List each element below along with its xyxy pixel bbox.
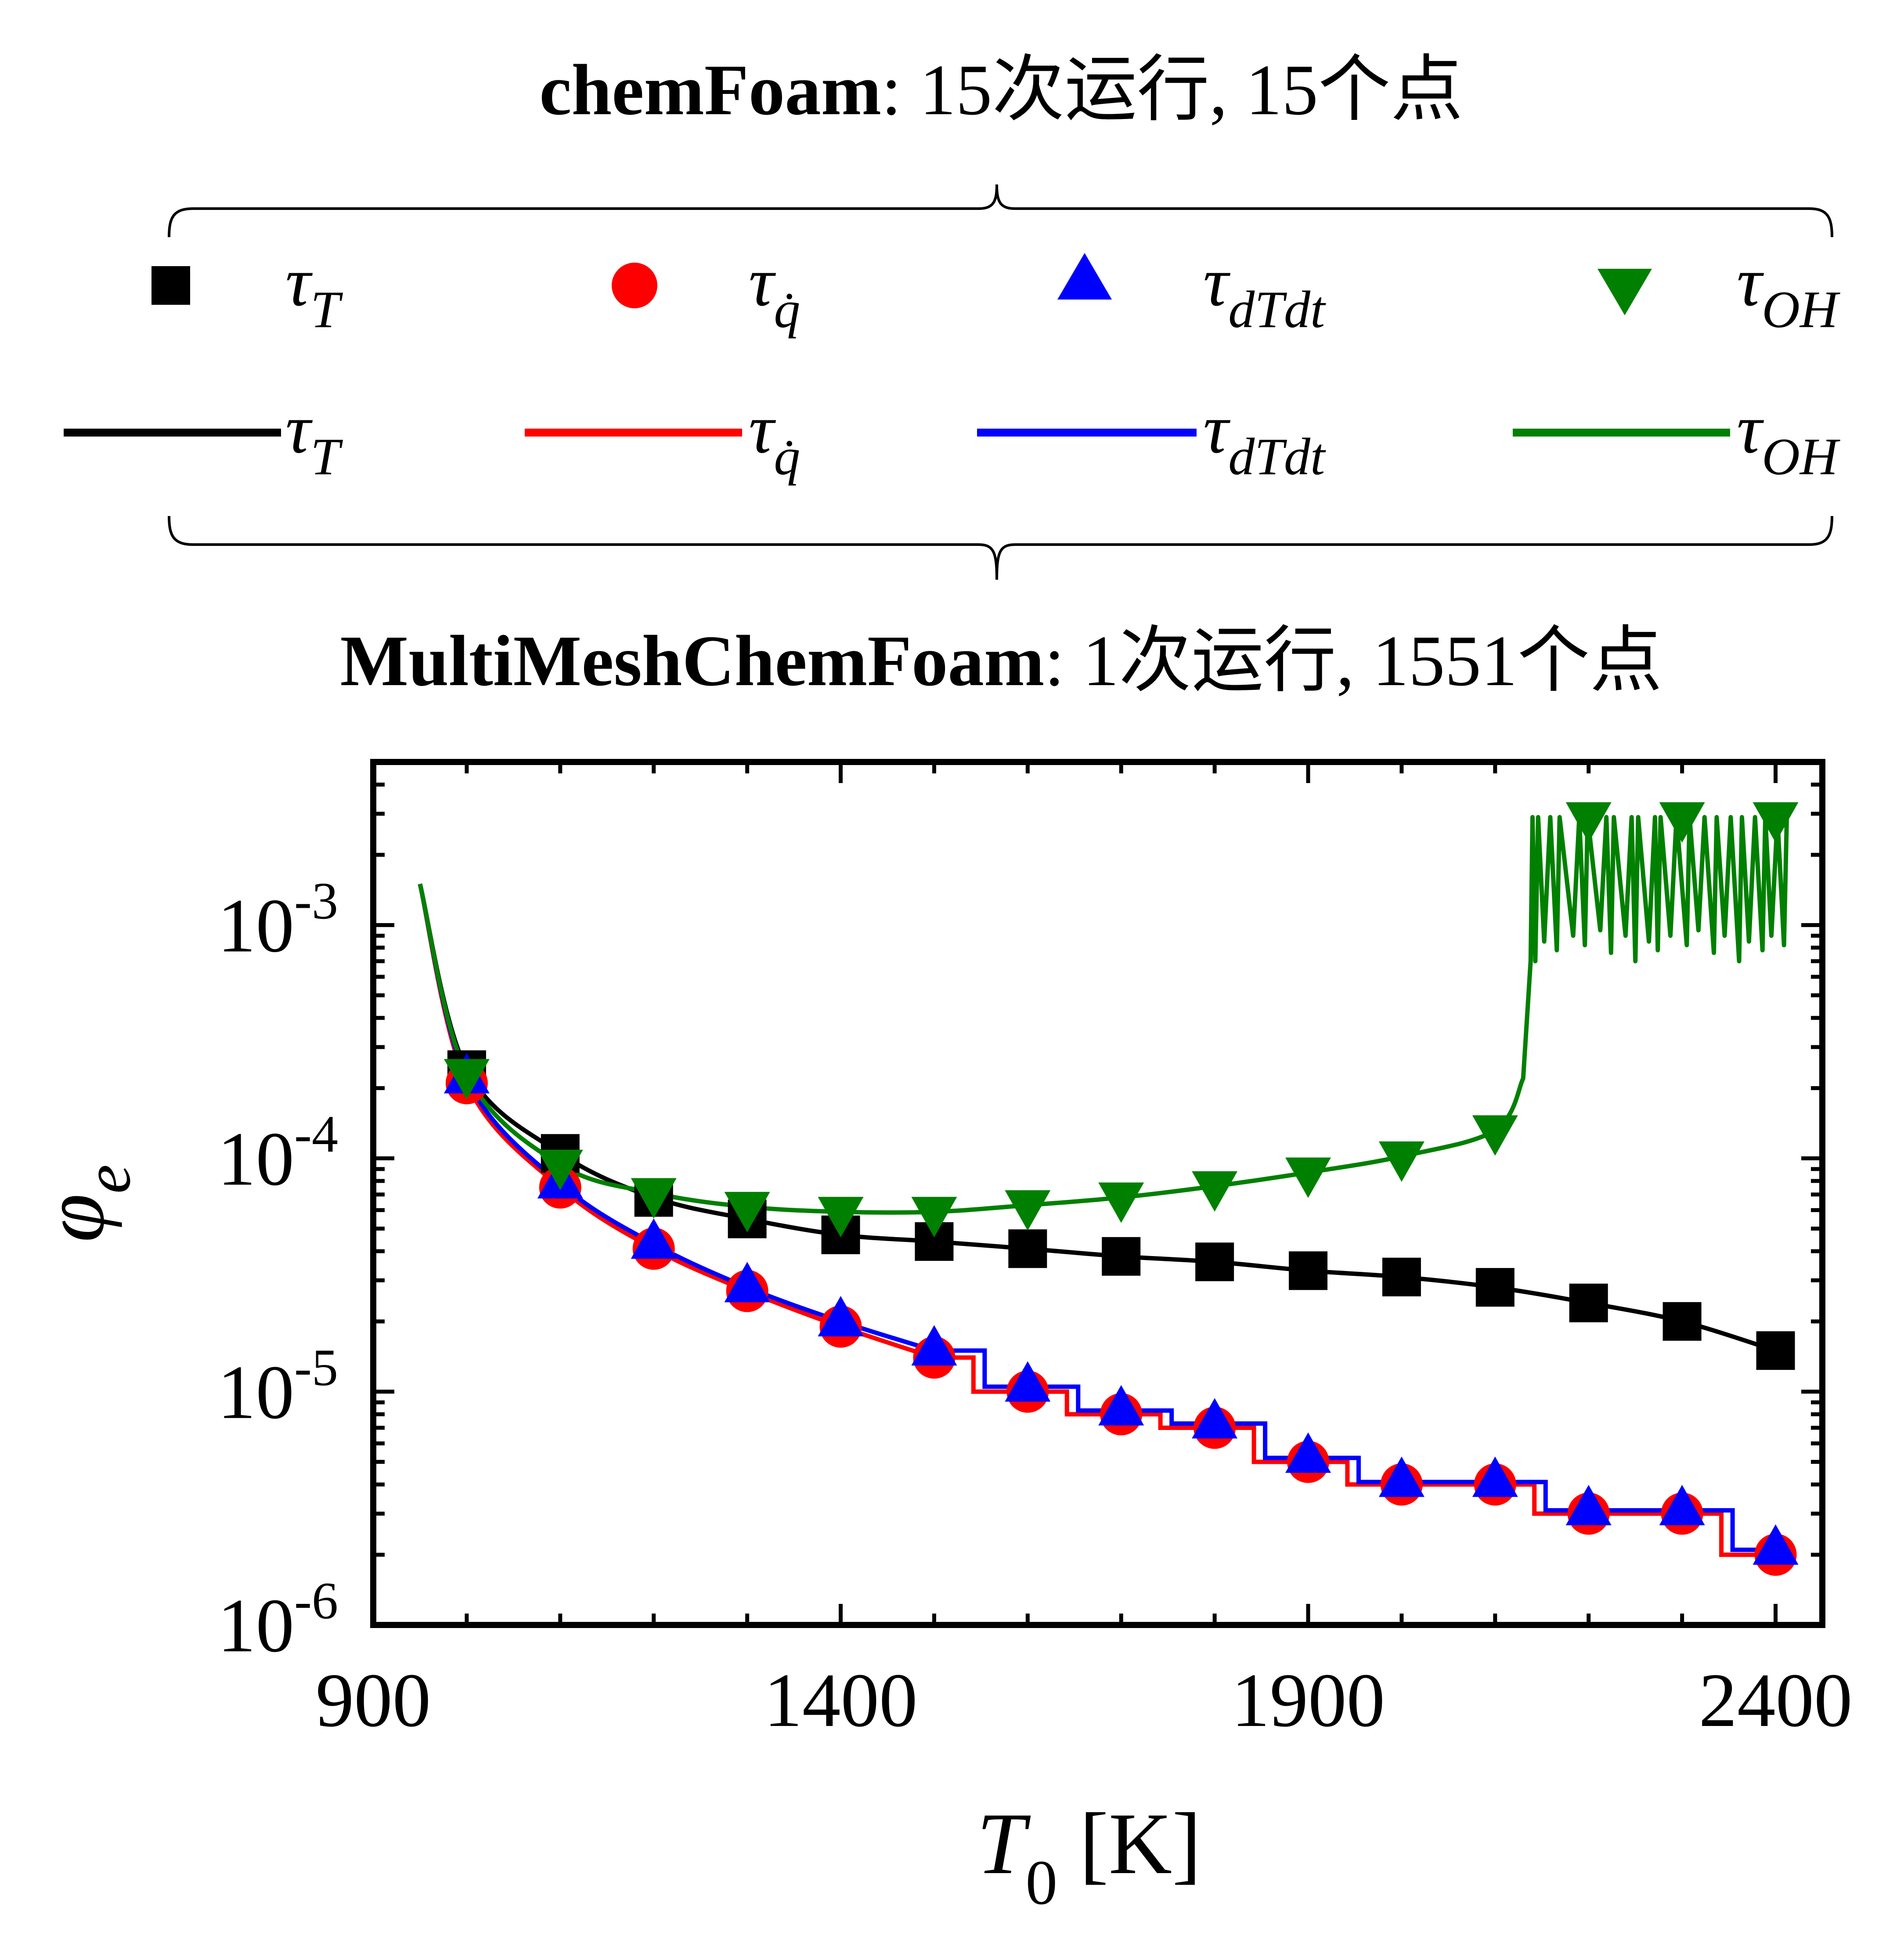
legend-item-tau-oh-marker: τOH — [1597, 242, 1841, 339]
legend-markers: τT τq̇ τdTdt τOH — [151, 242, 1841, 339]
triangle-up-marker — [631, 1218, 677, 1259]
triangle-down-marker — [724, 1191, 770, 1232]
x-tick-label: 2400 — [1699, 1657, 1853, 1743]
legend-label: τT — [285, 390, 343, 486]
triangle-up-marker — [1378, 1456, 1424, 1497]
square-marker — [1756, 1331, 1795, 1370]
legend-label: τdTdt — [1203, 242, 1326, 339]
triangle-down-marker — [1472, 1115, 1518, 1156]
tauDTdt-markers — [444, 1053, 1799, 1565]
legend-item-tau-t-marker: τT — [151, 242, 343, 339]
square-marker — [1289, 1251, 1328, 1290]
top-brace — [168, 184, 1833, 238]
x-tick-label: 1400 — [764, 1657, 918, 1743]
square-marker — [1662, 1302, 1702, 1341]
legend-item-tau-q-line: τq̇ — [525, 390, 800, 486]
tau-t-line — [418, 883, 1777, 1353]
triangle-up-marker — [1472, 1456, 1518, 1497]
legend-label: τq̇ — [749, 242, 800, 339]
series-markers — [444, 802, 1799, 1576]
triangle-down-marker — [1378, 1141, 1424, 1182]
triangle-up-marker — [1659, 1484, 1705, 1525]
y-ticks: 10-3 10-4 10-5 10-6 — [217, 760, 1822, 1668]
square-marker — [1102, 1237, 1141, 1276]
triangle-down-marker — [1285, 1157, 1331, 1198]
triangle-up-marker — [1005, 1361, 1051, 1402]
legend-label: τT — [285, 242, 343, 339]
plot-frame — [370, 759, 1825, 1628]
y-tick-label: 10-3 — [217, 871, 338, 968]
y-tick-label: 10-4 — [217, 1105, 338, 1202]
legend-label: τdTdt — [1203, 390, 1326, 486]
triangle-down-marker — [1192, 1171, 1238, 1212]
legend-item-tau-q-marker: τq̇ — [612, 242, 800, 339]
triangle-up-marker-icon — [1057, 253, 1112, 300]
legend-item-tau-dtdt-line: τdTdt — [977, 390, 1326, 486]
triangle-up-marker — [724, 1262, 770, 1303]
tau-dtdt-line — [418, 883, 1795, 1552]
tau-q-line — [418, 883, 1795, 1557]
legend-label: τOH — [1737, 390, 1841, 486]
square-marker-icon — [151, 266, 190, 305]
triangle-down-marker — [631, 1178, 677, 1219]
y-tick-label: 10-5 — [217, 1338, 338, 1435]
square-marker — [1475, 1268, 1515, 1307]
bottom-brace — [168, 516, 1833, 580]
y-axis-label: φe — [25, 1164, 144, 1242]
triangle-up-marker — [1192, 1398, 1238, 1439]
square-marker — [1195, 1242, 1234, 1282]
triangle-down-marker — [537, 1149, 583, 1190]
triangle-down-marker — [444, 1059, 490, 1100]
legend-label: τq̇ — [749, 390, 800, 486]
triangle-down-marker — [1098, 1182, 1144, 1223]
triangle-down-marker — [1659, 802, 1705, 843]
x-ticks: 900 1400 1900 2400 — [316, 762, 1853, 1743]
header-bottom-label: MultiMeshChemFoam: 1次运行, 1551个点 — [340, 621, 1662, 701]
legend-item-tau-t-line: τT — [64, 390, 343, 486]
triangle-down-marker-icon — [1597, 269, 1652, 315]
square-marker — [1382, 1257, 1421, 1296]
legend-item-tau-oh-line: τOH — [1513, 390, 1841, 486]
triangle-down-marker — [911, 1197, 957, 1238]
header-top-label: chemFoam: 15次运行, 15个点 — [539, 50, 1463, 130]
square-marker — [1008, 1229, 1047, 1268]
square-marker — [1569, 1283, 1608, 1322]
triangle-down-marker — [1005, 1190, 1051, 1231]
x-tick-label: 1900 — [1231, 1657, 1385, 1743]
triangle-down-marker — [818, 1197, 864, 1238]
triangle-up-marker — [911, 1325, 957, 1366]
plot-area: 900 1400 1900 2400 10-3 10-4 10-5 10-6 — [217, 759, 1853, 1743]
triangle-up-marker — [1565, 1484, 1612, 1525]
circle-marker-icon — [612, 263, 657, 308]
triangle-up-marker — [818, 1296, 864, 1336]
tauOH-markers — [444, 802, 1799, 1238]
legend-lines: τT τq̇ τdTdt τOH — [64, 390, 1841, 486]
triangle-up-marker — [1753, 1524, 1799, 1565]
x-axis-label: T0 [K] — [977, 1795, 1201, 1918]
triangle-down-marker — [1565, 802, 1612, 843]
triangle-down-marker — [1753, 802, 1799, 843]
legend-label: τOH — [1737, 242, 1841, 339]
x-tick-label: 900 — [316, 1657, 431, 1743]
triangle-up-marker — [1098, 1385, 1144, 1426]
y-tick-label: 10-6 — [217, 1571, 338, 1668]
legend-item-tau-dtdt-marker: τdTdt — [1057, 242, 1326, 339]
tau-oh-line — [418, 815, 1789, 1215]
triangle-up-marker — [1285, 1432, 1331, 1473]
